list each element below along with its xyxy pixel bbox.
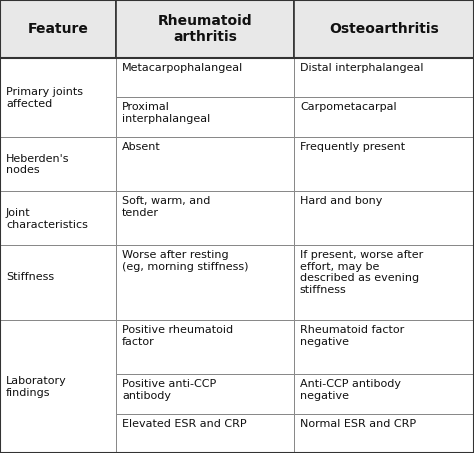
Bar — [0, 320, 116, 453]
Text: Laboratory
findings: Laboratory findings — [6, 376, 67, 398]
Text: Primary joints
affected: Primary joints affected — [6, 87, 83, 109]
Bar — [294, 374, 474, 414]
Text: Metacarpophalangeal: Metacarpophalangeal — [122, 63, 243, 73]
Text: Rheumatoid
arthritis: Rheumatoid arthritis — [158, 14, 252, 44]
Text: Osteoarthritis: Osteoarthritis — [329, 22, 439, 36]
Text: Normal ESR and CRP: Normal ESR and CRP — [300, 419, 416, 429]
Bar — [116, 58, 294, 97]
Text: Heberden's
nodes: Heberden's nodes — [6, 154, 70, 175]
Bar — [294, 0, 474, 58]
Bar — [116, 97, 294, 137]
Bar — [116, 320, 294, 374]
Bar — [294, 191, 474, 245]
Bar — [0, 191, 116, 245]
Text: Anti-CCP antibody
negative: Anti-CCP antibody negative — [300, 379, 401, 401]
Bar — [0, 58, 116, 137]
Bar — [116, 137, 294, 191]
Text: Absent: Absent — [122, 142, 161, 152]
Text: Positive anti-CCP
antibody: Positive anti-CCP antibody — [122, 379, 216, 401]
Bar — [294, 97, 474, 137]
Text: Elevated ESR and CRP: Elevated ESR and CRP — [122, 419, 247, 429]
Bar — [294, 320, 474, 374]
Bar — [294, 245, 474, 320]
Text: Carpometacarpal: Carpometacarpal — [300, 102, 397, 112]
Bar — [294, 137, 474, 191]
Text: Positive rheumatoid
factor: Positive rheumatoid factor — [122, 325, 233, 347]
Text: Worse after resting
(eg, morning stiffness): Worse after resting (eg, morning stiffne… — [122, 250, 249, 272]
Text: Rheumatoid factor
negative: Rheumatoid factor negative — [300, 325, 404, 347]
Text: If present, worse after
effort, may be
described as evening
stiffness: If present, worse after effort, may be d… — [300, 250, 423, 295]
Bar — [116, 245, 294, 320]
Bar — [116, 0, 294, 58]
Bar — [294, 58, 474, 97]
Bar — [116, 414, 294, 453]
Text: Frequently present: Frequently present — [300, 142, 405, 152]
Text: Distal interphalangeal: Distal interphalangeal — [300, 63, 423, 73]
Text: Hard and bony: Hard and bony — [300, 196, 382, 206]
Bar — [294, 414, 474, 453]
Bar — [0, 0, 116, 58]
Bar — [0, 137, 116, 191]
Bar — [116, 191, 294, 245]
Text: Soft, warm, and
tender: Soft, warm, and tender — [122, 196, 210, 217]
Text: Stiffness: Stiffness — [6, 272, 54, 282]
Bar — [0, 245, 116, 320]
Text: Joint
characteristics: Joint characteristics — [6, 208, 88, 230]
Text: Feature: Feature — [27, 22, 89, 36]
Bar — [116, 374, 294, 414]
Text: Proximal
interphalangeal: Proximal interphalangeal — [122, 102, 210, 124]
